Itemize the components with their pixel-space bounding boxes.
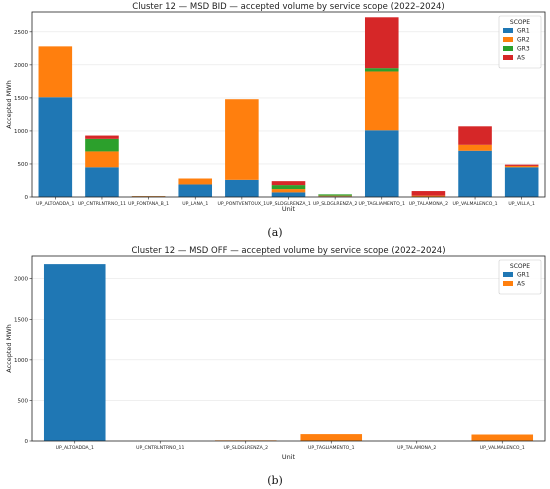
subfigure-label: (a)	[267, 226, 282, 239]
legend-label-as: AS	[517, 55, 525, 62]
y-axis-label: Accepted MWh	[5, 324, 13, 373]
subfigure-label: (b)	[267, 474, 283, 487]
y-tick-label: 500	[18, 398, 29, 404]
bar-gr1-up-altoadda-1	[38, 97, 73, 197]
bar-gr1-up-villa-1	[504, 167, 539, 197]
bar-as-up-valmalenco-1	[458, 126, 492, 145]
x-tick-label: UP_CNTRLNTRNO_11	[136, 445, 184, 451]
x-tick-label: UP_VALMALENCO_1	[453, 201, 498, 207]
plot-frame	[31, 255, 546, 442]
x-tick-label: UP_SLDGLRENZA_2	[223, 445, 268, 451]
y-tick-label: 0	[25, 439, 29, 445]
legend-swatch-gr1	[503, 28, 513, 33]
plot-frame	[31, 11, 546, 198]
bar-gr1-up-lana-1	[178, 184, 213, 197]
legend-label-gr1: GR1	[517, 272, 530, 279]
legend: SCOPE GR1 AS	[498, 259, 542, 295]
bar-gr2-up-pontventoux-1	[225, 99, 259, 180]
bar-gr2-up-valmalenco-1	[458, 144, 492, 151]
chart-2: Cluster 12 — MSD OFF — accepted volume b…	[5, 246, 546, 487]
legend-label-gr2: GR2	[517, 37, 530, 44]
x-tick-label: UP_PONTVENTOUX_1	[218, 201, 267, 207]
x-tick-label: UP_TAGLIAMENTO_1	[308, 445, 355, 451]
x-tick-label: UP_TALAMONA_2	[397, 445, 436, 451]
bar-as-up-tagliamento-1	[364, 17, 399, 69]
legend-label-gr3: GR3	[517, 46, 530, 53]
legend-label-gr1: GR1	[517, 28, 530, 35]
y-axis-label: Accepted MWh	[5, 80, 13, 129]
x-axis-label: Unit	[282, 453, 296, 461]
bar-gr2-up-cntrlntrno-11	[85, 151, 119, 168]
chart-1: Cluster 12 — MSD BID — accepted volume b…	[5, 2, 546, 239]
bar-gr2-up-lana-1	[178, 178, 213, 185]
y-tick-label: 500	[18, 162, 29, 168]
x-tick-label: UP_SLDGLRENZA_1	[266, 201, 311, 207]
y-tick-label: 2500	[14, 30, 28, 36]
bar-as-up-villa-1	[504, 164, 539, 166]
x-tick-label: UP_VALMALENCO_1	[480, 445, 525, 451]
bar-gr2-up-villa-1	[504, 165, 539, 168]
x-axis-label: Unit	[282, 205, 296, 213]
y-tick-label: 0	[25, 195, 29, 201]
legend-label-as: AS	[517, 281, 525, 288]
legend-swatch-as	[503, 281, 513, 286]
legend-title: SCOPE	[510, 263, 530, 270]
y-tick-label: 1000	[14, 129, 28, 135]
x-tick-label: UP_FONTANA_B_1	[128, 201, 169, 207]
legend-swatch-gr3	[503, 46, 513, 51]
y-tick-label: 2000	[14, 277, 28, 283]
bar-gr1-up-valmalenco-1	[458, 150, 492, 197]
chart-title: Cluster 12 — MSD OFF — accepted volume b…	[131, 246, 445, 256]
bar-as-up-tagliamento-1	[300, 434, 363, 441]
bar-gr3-up-sldglrenza-2	[318, 194, 352, 196]
bar-gr3-up-tagliamento-1	[364, 68, 399, 72]
legend: SCOPE GR1 GR2 GR3 AS	[498, 15, 542, 69]
bar-as-up-talamona-2	[411, 191, 446, 196]
x-tick-label: UP_SLDGLRENZA_2	[313, 201, 358, 207]
y-tick-label: 1500	[14, 96, 28, 102]
bar-as-up-sldglrenza-1	[271, 181, 306, 186]
legend-swatch-gr1	[503, 272, 513, 277]
legend-title: SCOPE	[510, 19, 530, 26]
x-tick-label: UP_CNTRLNTRNO_11	[78, 201, 126, 207]
x-tick-label: UP_VILLA_1	[508, 201, 535, 207]
y-tick-label: 2000	[14, 63, 28, 69]
chart-title: Cluster 12 — MSD BID — accepted volume b…	[132, 2, 444, 12]
bar-gr1-up-tagliamento-1	[364, 130, 399, 197]
bar-gr3-up-sldglrenza-1	[271, 185, 306, 190]
x-tick-label: UP_ALTOADDA_1	[56, 445, 94, 451]
x-tick-label: UP_LANA_1	[182, 201, 208, 207]
bar-gr1-up-pontventoux-1	[225, 179, 259, 197]
bar-gr1-up-altoadda-1	[43, 264, 106, 441]
y-tick-label: 1000	[14, 358, 28, 364]
bar-gr2-up-altoadda-1	[38, 46, 73, 98]
x-tick-label: UP_ALTOADDA_1	[36, 201, 74, 207]
bar-gr2-up-talamona-2	[411, 195, 446, 197]
bar-as-up-cntrlntrno-11	[85, 135, 119, 139]
bar-as-up-valmalenco-1	[471, 434, 534, 441]
bar-gr1-up-cntrlntrno-11	[85, 167, 119, 197]
legend-swatch-as	[503, 55, 513, 60]
y-tick-label: 1500	[14, 317, 28, 323]
bar-gr3-up-cntrlntrno-11	[85, 138, 119, 152]
bar-gr2-up-tagliamento-1	[364, 71, 399, 131]
bar-gr2-up-sldglrenza-1	[271, 189, 306, 193]
bar-gr1-up-sldglrenza-1	[271, 192, 306, 197]
legend-swatch-gr2	[503, 37, 513, 42]
x-tick-label: UP_TALAMONA_2	[409, 201, 448, 207]
bar-gr2-up-sldglrenza-2	[318, 195, 352, 197]
x-tick-label: UP_TAGLIAMENTO_1	[359, 201, 406, 207]
